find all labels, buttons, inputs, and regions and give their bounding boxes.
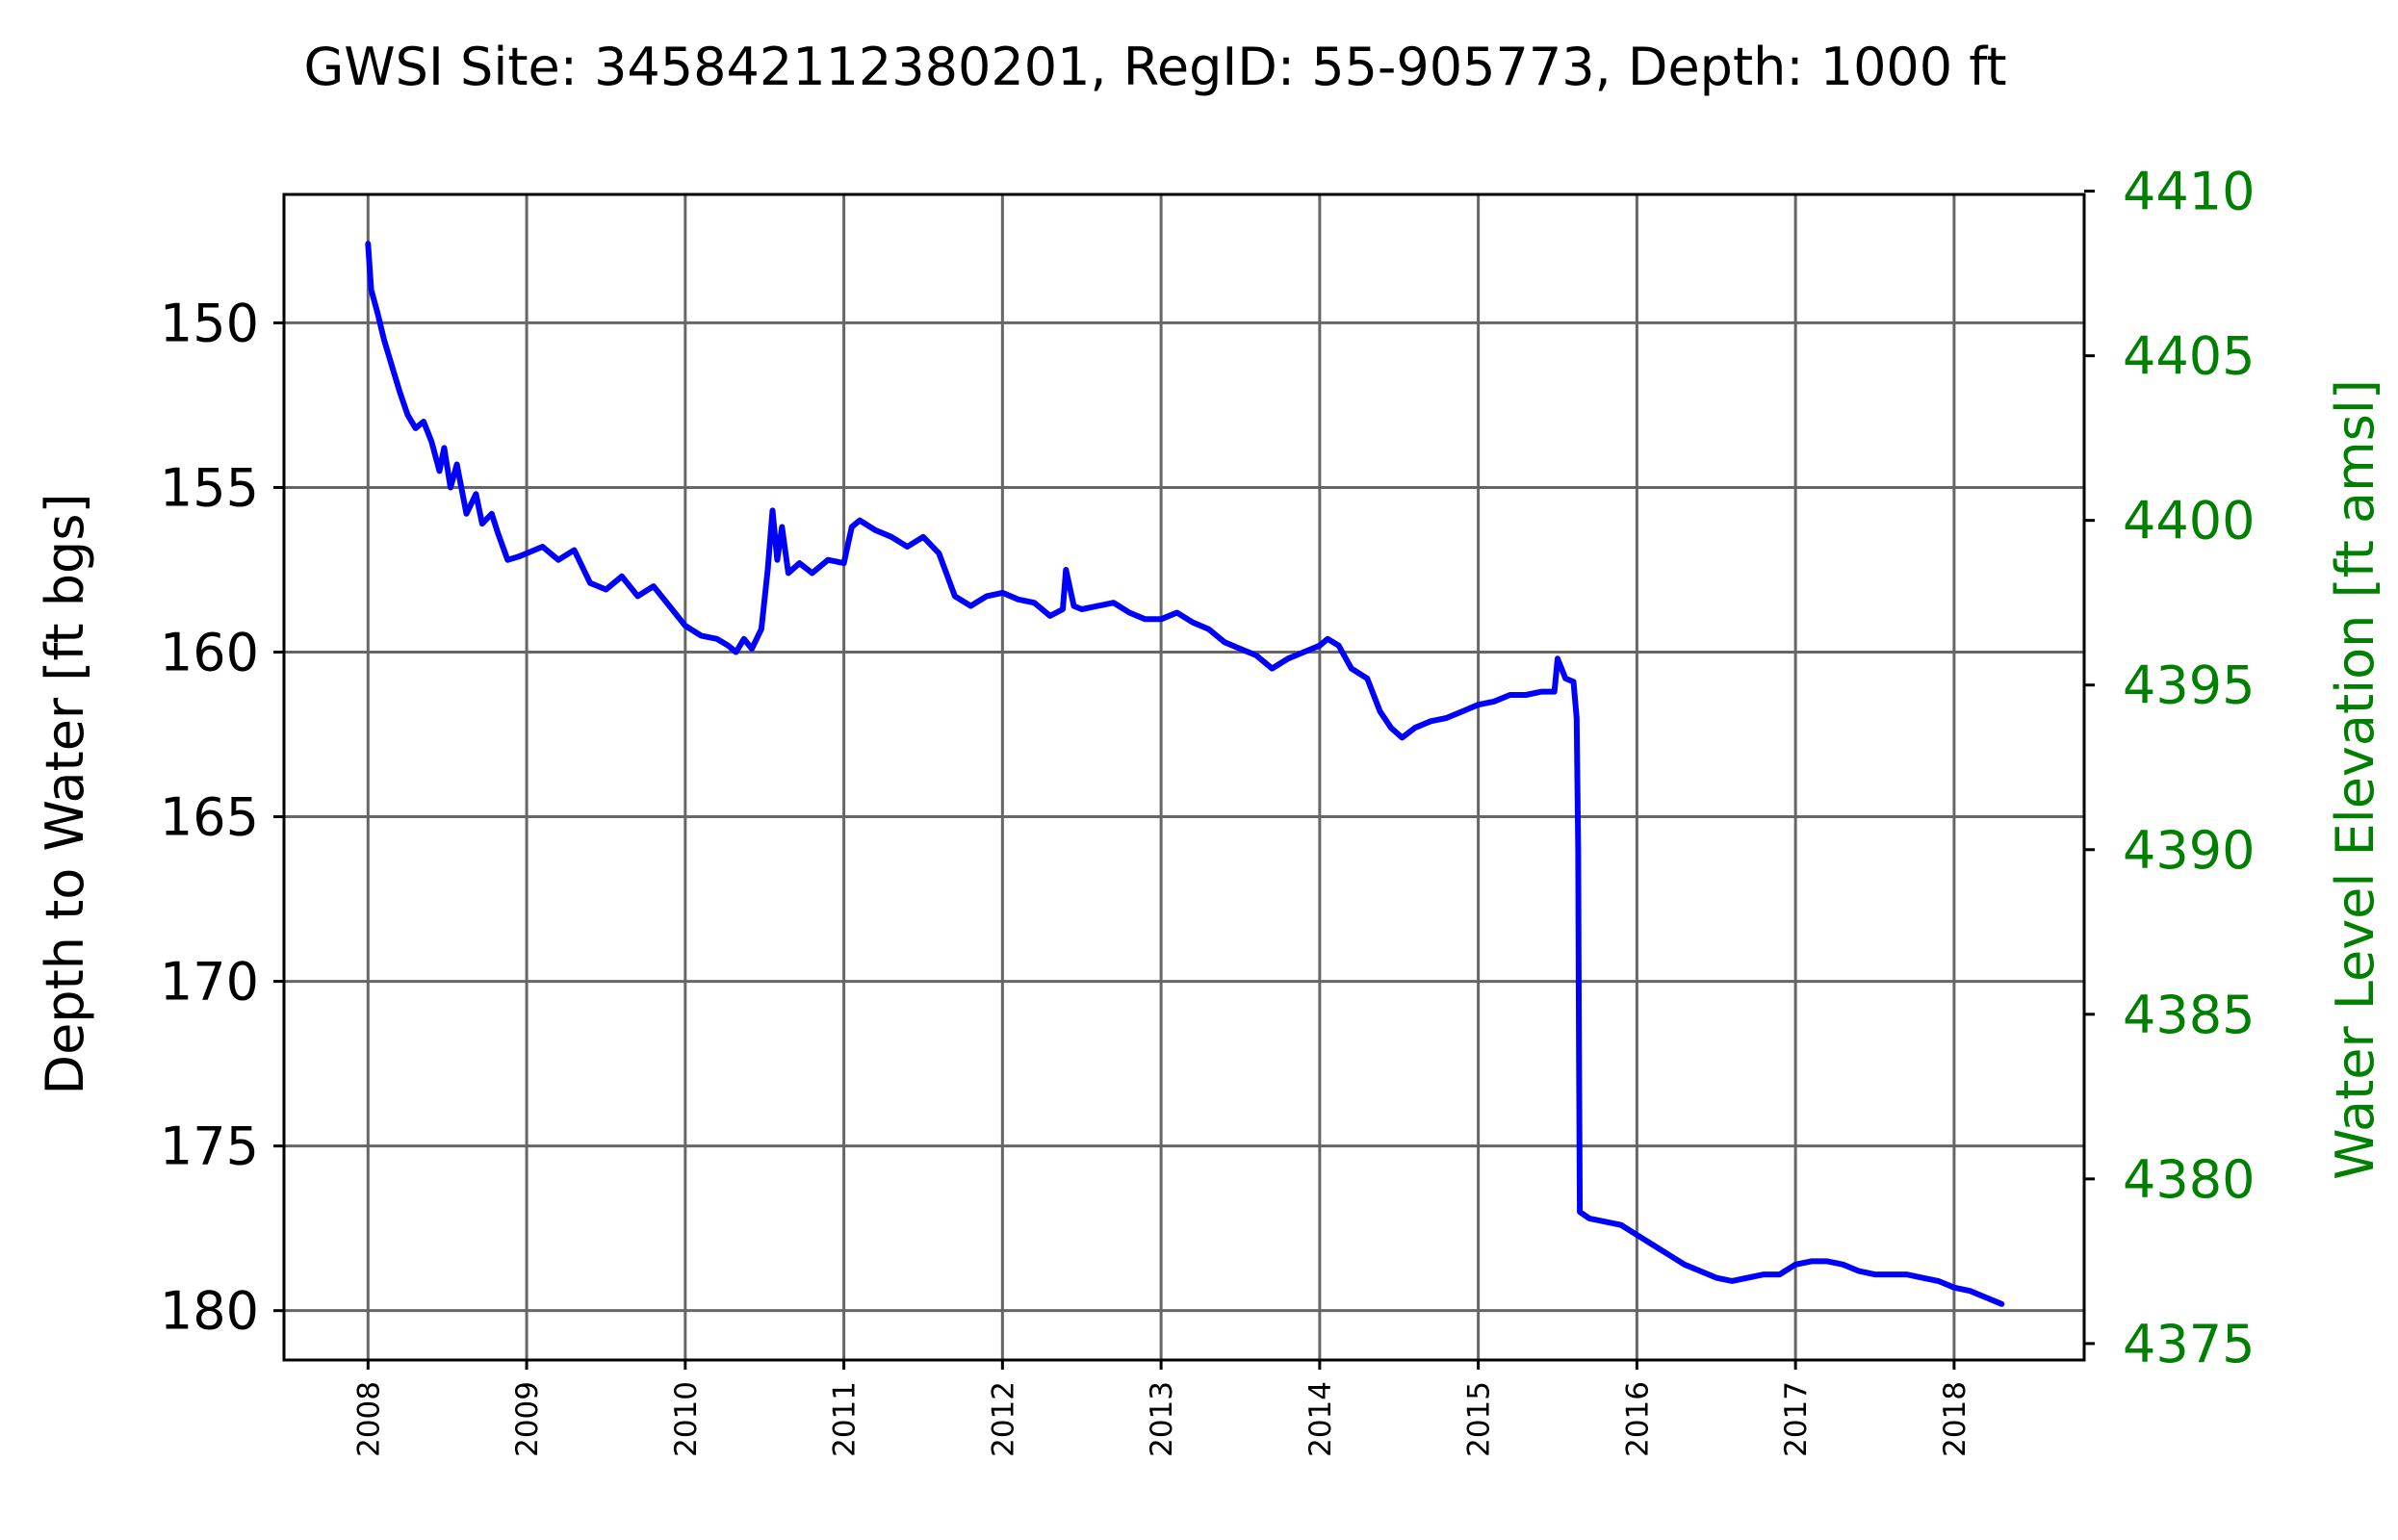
x-tick-label: 2012 — [986, 1381, 1020, 1457]
y-tick-label-left: 165 — [160, 787, 259, 848]
y-tick-label-left: 160 — [160, 623, 259, 683]
grid — [284, 194, 2084, 1360]
plot-area — [365, 241, 2005, 1307]
x-tick-label: 2015 — [1462, 1381, 1497, 1457]
y-tick-label-left: 150 — [160, 293, 259, 353]
x-tick-label: 2008 — [351, 1381, 386, 1457]
x-tick-label: 2009 — [510, 1381, 545, 1457]
x-axis: 2008 2009 2010 2011 2012 2013 2014 2015 2016 2017… — [351, 1360, 1973, 1457]
y-axis-right: 4375 4380 4385 4390 4395 4400 4405 4410 — [2084, 162, 2255, 1374]
x-tick-label: 2010 — [669, 1381, 704, 1457]
x-tick-label: 2018 — [1938, 1381, 1973, 1457]
x-tick-label: 2016 — [1620, 1381, 1655, 1457]
x-tick-label: 2013 — [1145, 1381, 1179, 1457]
y-tick-label-right: 4405 — [2123, 326, 2255, 387]
y-axis-label-right: Water Level Elevation [ft amsl] — [2325, 379, 2385, 1180]
plot-border — [282, 192, 2086, 1362]
y-tick-label-left: 170 — [160, 952, 259, 1013]
y-axis-label-left: Depth to Water [ft bgs] — [35, 493, 95, 1094]
y-tick-label-left: 180 — [160, 1281, 259, 1342]
series-line — [365, 241, 2005, 1307]
x-tick-label: 2011 — [828, 1381, 863, 1457]
plot-frame — [282, 192, 2086, 1362]
y-tick-label-right: 4410 — [2123, 162, 2255, 222]
y-axis-left: 150 155 160 165 170 175 180 — [160, 293, 284, 1342]
y-tick-label-right: 4385 — [2123, 985, 2255, 1045]
y-tick-label-right: 4390 — [2123, 820, 2255, 881]
x-tick-label: 2014 — [1303, 1381, 1338, 1457]
x-tick-label: 2017 — [1779, 1381, 1814, 1457]
y-tick-label-right: 4395 — [2123, 655, 2255, 716]
y-tick-label-right: 4400 — [2123, 491, 2255, 552]
y-tick-label-right: 4375 — [2123, 1314, 2255, 1374]
chart-title: GWSI Site: 345842112380201, RegID: 55-90… — [303, 37, 2006, 97]
y-tick-label-left: 155 — [160, 457, 259, 518]
y-tick-label-right: 4380 — [2123, 1149, 2255, 1210]
y-tick-label-left: 175 — [160, 1116, 259, 1177]
